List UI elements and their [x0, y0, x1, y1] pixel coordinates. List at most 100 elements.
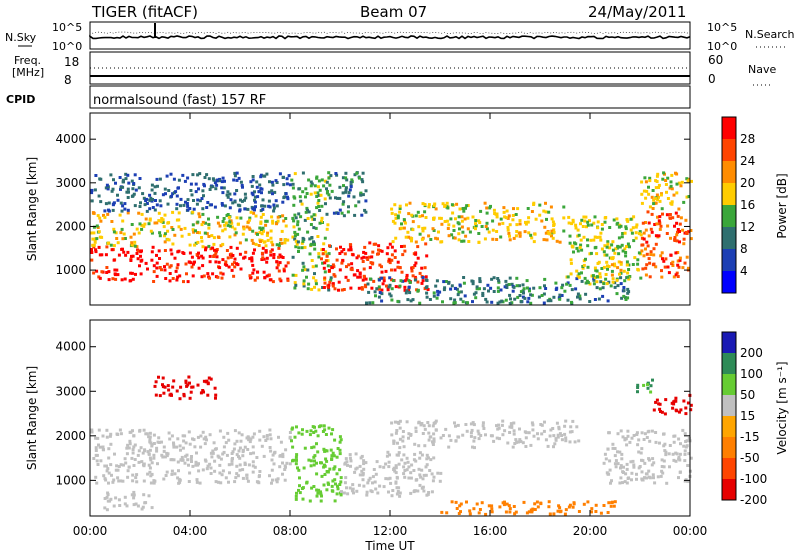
- power-cell: [165, 174, 169, 178]
- power-cell: [421, 276, 425, 279]
- power-cell: [312, 213, 316, 217]
- power-cell: [474, 227, 477, 231]
- power-cell: [250, 256, 254, 260]
- power-cell: [619, 262, 623, 266]
- velocity-cell: [373, 480, 377, 484]
- velocity-cell: [502, 503, 506, 507]
- power-cell: [204, 221, 207, 225]
- velocity-cell: [315, 472, 319, 476]
- power-cell: [312, 226, 316, 230]
- velocity-cell: [184, 381, 188, 385]
- velocity-cell: [205, 379, 209, 383]
- velocity-cell: [375, 460, 379, 464]
- velocity-cell: [105, 469, 109, 473]
- velocity-cell: [470, 428, 474, 432]
- velocity-cell: [351, 483, 355, 487]
- velocity-cell: [495, 436, 499, 440]
- velocity-cell: [531, 428, 535, 432]
- velocity-cell: [310, 446, 314, 450]
- power-cell: [113, 272, 117, 276]
- power-cell: [238, 241, 242, 245]
- velocity-cell: [388, 476, 392, 480]
- velocity-ytick-label: 3000: [55, 384, 86, 398]
- power-cell: [235, 189, 239, 192]
- power-cell: [269, 250, 273, 254]
- velocity-cell: [249, 437, 253, 441]
- power-cell: [427, 203, 431, 207]
- power-cell: [361, 193, 365, 197]
- power-cell: [313, 285, 316, 289]
- velocity-heatmap: [90, 375, 693, 516]
- velocity-cell: [416, 489, 420, 493]
- power-cell: [640, 192, 644, 196]
- velocity-cell: [394, 464, 398, 468]
- power-cell: [632, 239, 636, 243]
- power-cell: [192, 262, 195, 266]
- power-cell: [359, 193, 363, 197]
- power-cell: [221, 220, 225, 223]
- power-cell: [447, 280, 451, 284]
- power-cell: [530, 293, 534, 297]
- power-cell: [202, 194, 205, 198]
- velocity-cell: [325, 459, 329, 463]
- power-cell: [404, 235, 408, 239]
- power-cell: [377, 244, 381, 248]
- power-cell: [526, 207, 530, 210]
- velocity-cell: [102, 474, 106, 478]
- power-cell: [390, 207, 394, 211]
- velocity-cell: [654, 440, 658, 444]
- velocity-cell: [236, 474, 240, 478]
- power-cell: [223, 179, 226, 183]
- velocity-cell: [167, 388, 171, 392]
- power-cell: [660, 269, 663, 273]
- velocity-cell: [123, 495, 127, 499]
- power-cell: [550, 234, 553, 238]
- velocity-cell: [172, 445, 176, 449]
- power-cell: [462, 239, 466, 243]
- power-cell: [193, 260, 196, 264]
- velocity-cell: [480, 501, 484, 505]
- power-cell: [460, 225, 464, 229]
- velocity-cell: [260, 444, 264, 448]
- velocity-cell: [227, 480, 230, 484]
- velocity-colorbar-tick: 100: [740, 367, 763, 381]
- power-cell: [293, 213, 297, 217]
- velocity-cell: [116, 468, 120, 472]
- velocity-cell: [490, 510, 494, 514]
- velocity-cell: [685, 444, 689, 448]
- velocity-cell: [430, 472, 434, 476]
- velocity-cell: [339, 476, 343, 480]
- velocity-cell: [173, 472, 177, 476]
- power-cell: [507, 283, 511, 286]
- power-cell: [308, 252, 312, 256]
- power-cell: [302, 265, 306, 269]
- power-cell: [321, 261, 325, 265]
- power-cell: [265, 260, 269, 264]
- power-cell: [615, 246, 619, 250]
- velocity-cell: [169, 458, 173, 462]
- velocity-cell: [149, 474, 153, 478]
- velocity-cell: [288, 462, 292, 466]
- velocity-cell: [431, 443, 435, 446]
- power-cell: [612, 218, 616, 222]
- velocity-cell: [339, 438, 343, 442]
- power-cell: [344, 190, 348, 194]
- velocity-cell: [162, 391, 166, 395]
- velocity-cell: [95, 459, 99, 463]
- velocity-cell: [357, 483, 361, 487]
- velocity-cell: [144, 432, 148, 436]
- velocity-cell: [241, 476, 245, 480]
- velocity-cell: [323, 464, 327, 468]
- velocity-cell: [393, 420, 397, 424]
- velocity-cell: [677, 437, 681, 441]
- power-cell: [105, 183, 109, 187]
- velocity-cell: [141, 505, 145, 509]
- power-cell: [119, 187, 122, 191]
- velocity-cell: [439, 436, 443, 440]
- velocity-cell: [300, 432, 304, 436]
- power-cell: [98, 216, 102, 220]
- power-cell: [498, 300, 502, 304]
- power-cell: [655, 193, 659, 197]
- power-cell: [139, 254, 142, 258]
- power-cell: [407, 285, 411, 289]
